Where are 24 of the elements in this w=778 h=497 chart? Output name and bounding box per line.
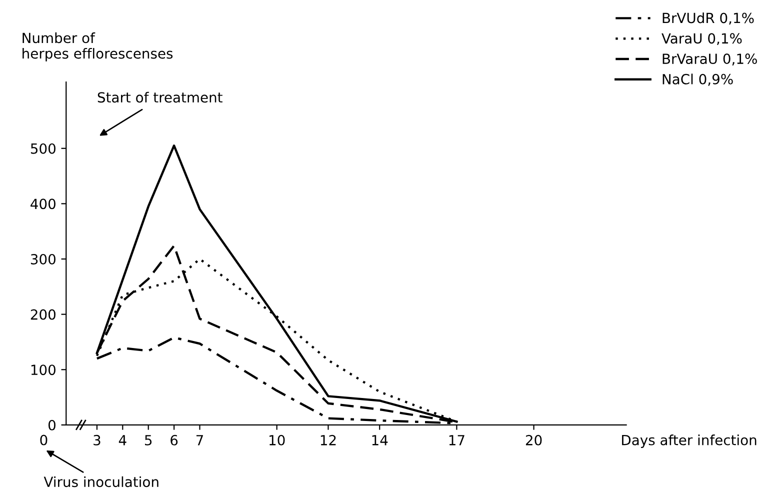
x-tick-label: 4 — [118, 435, 126, 446]
x-tick-label: 3 — [94, 434, 100, 446]
y-tick-label: 0 — [48, 420, 56, 430]
x-tick-label: 7 — [196, 435, 203, 446]
y-tick-label: 400 — [30, 198, 56, 210]
y-tick-label: 300 — [30, 254, 56, 264]
y-tick-label: 200 — [30, 309, 56, 320]
y-tick-label: 100 — [31, 364, 56, 376]
legend-label: VaraU 0,1% — [662, 33, 742, 46]
legend-label: BrVUdR 0,1% — [662, 12, 754, 25]
x-tick-label: 17 — [449, 435, 464, 446]
annotation: Start of treatment — [98, 92, 222, 103]
x-tick-label: 5 — [145, 435, 152, 446]
x-tick-label: 6 — [170, 434, 178, 446]
y-tick-label: 500 — [30, 143, 56, 154]
x-axis-title: Days after infection — [622, 434, 756, 448]
x-tick-label: 20 — [526, 434, 542, 446]
x-tick-label: 12 — [320, 434, 336, 446]
x-tick-label: 14 — [372, 435, 388, 446]
y-axis-title: Number of herpes efflorescenses — [22, 32, 173, 62]
x-tick-label: 10 — [270, 434, 285, 446]
legend-label: NaCl 0,9% — [662, 74, 733, 86]
text: Virus inoculation — [44, 476, 158, 488]
legend-label: BrVaraU 0,1% — [662, 54, 757, 66]
